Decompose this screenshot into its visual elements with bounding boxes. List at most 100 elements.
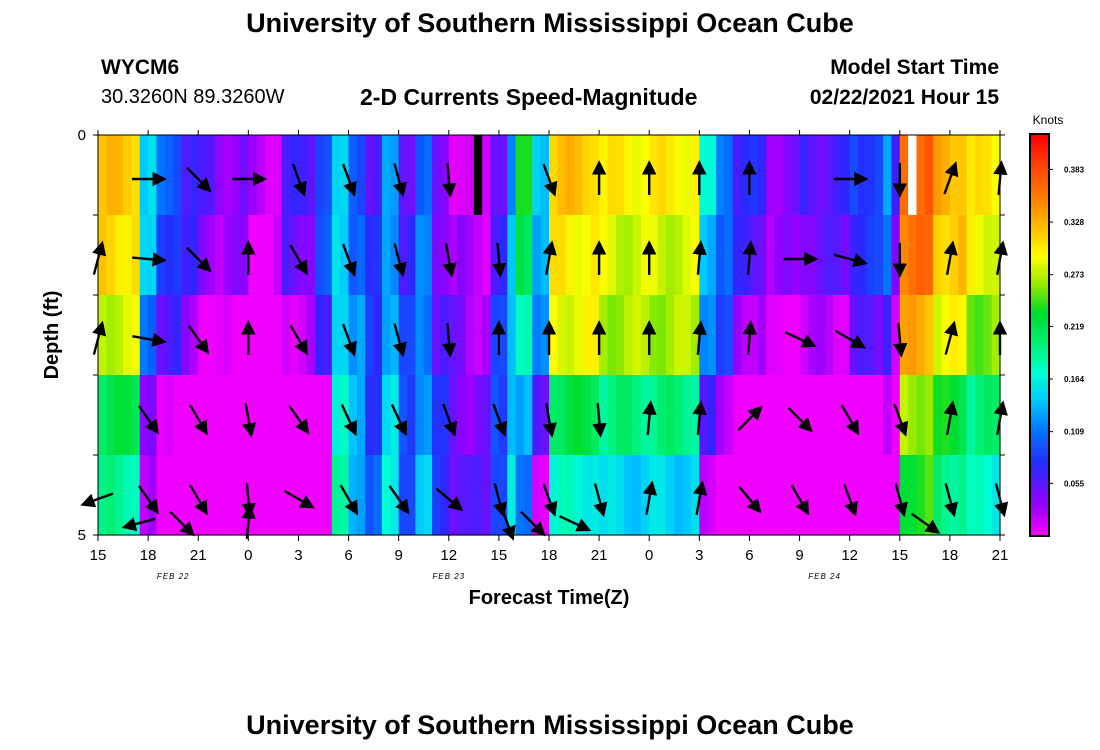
heatmap-cell <box>540 295 550 376</box>
colorbar-strip <box>1030 201 1049 205</box>
heatmap-cell <box>239 215 249 296</box>
heatmap-cell <box>924 455 934 536</box>
heatmap-cell <box>774 295 784 376</box>
current-vector <box>339 484 359 516</box>
heatmap-cell <box>824 295 834 376</box>
x-tick-label: 12 <box>440 547 457 564</box>
heatmap-cell <box>874 135 884 216</box>
heatmap-cell <box>682 295 692 376</box>
heatmap-cell <box>198 295 208 376</box>
heatmap-cell <box>198 455 208 536</box>
heatmap-cell <box>365 455 375 536</box>
heatmap-cell <box>540 135 550 216</box>
heatmap-cell <box>699 375 709 456</box>
heatmap-cell <box>223 135 233 216</box>
heatmap-cell <box>465 135 475 216</box>
current-vector <box>121 517 156 532</box>
heatmap-cell <box>807 455 817 536</box>
current-vector <box>943 161 959 195</box>
heatmap-cell <box>699 215 709 296</box>
heatmap-cell <box>106 135 116 216</box>
colorbar-tick-label: 0.273 <box>1064 271 1085 280</box>
colorbar-strip <box>1030 167 1049 172</box>
heatmap-cell <box>390 375 400 456</box>
heatmap-cell <box>883 455 893 536</box>
current-vector <box>742 320 757 356</box>
page-title: University of Southern Mississippi Ocean… <box>246 8 854 38</box>
heatmap-cell <box>615 215 625 296</box>
colorbar: 0.383 0.328 0.273 0.219 0.164 0.109 0.055 <box>1029 133 1085 537</box>
current-vector <box>787 406 813 433</box>
heatmap-cell <box>824 455 834 536</box>
heatmap-cell <box>206 295 216 376</box>
x-tick-label: 3 <box>294 547 302 564</box>
colorbar-strip <box>1030 395 1049 400</box>
heatmap-cell <box>816 375 826 456</box>
heatmap-cell <box>423 295 433 376</box>
heatmap-cell <box>958 215 968 296</box>
heatmap-cell <box>148 295 158 376</box>
colorbar-strip <box>1030 140 1049 145</box>
heatmap-cell <box>482 375 492 456</box>
colorbar-strip <box>1030 304 1049 309</box>
heatmap-cell <box>924 135 934 216</box>
current-vector <box>840 404 860 436</box>
heatmap-cell <box>858 295 867 376</box>
heatmap-cell <box>507 295 517 376</box>
heatmap-cell <box>390 215 400 296</box>
heatmap-cell <box>849 375 859 456</box>
heatmap-cell <box>298 295 308 376</box>
colorbar-strip <box>1030 492 1049 497</box>
heatmap-cell <box>699 135 709 216</box>
heatmap-cell <box>223 375 233 456</box>
colorbar-strip <box>1030 391 1049 396</box>
colorbar-strip <box>1030 217 1049 222</box>
colorbar-strip <box>1030 458 1049 463</box>
heatmap-cell <box>549 135 558 216</box>
heatmap-cell <box>933 295 943 376</box>
model-start-label: Model Start Time <box>830 56 999 79</box>
heatmap-cell <box>908 215 918 296</box>
heatmap-cell <box>148 375 158 456</box>
colorbar-strip <box>1030 482 1049 487</box>
heatmap-cell <box>457 295 467 376</box>
heatmap-cell <box>557 215 567 296</box>
heatmap-cell <box>331 215 341 296</box>
heatmap-cell <box>657 295 667 376</box>
heatmap-cell <box>966 295 976 376</box>
heatmap-cell <box>849 455 859 536</box>
heatmap-cell <box>974 455 984 536</box>
heatmap-cell <box>799 295 809 376</box>
heatmap-cell <box>774 135 784 216</box>
colorbar-strip <box>1030 187 1049 192</box>
heatmap-cell <box>306 215 316 296</box>
heatmap-cell <box>574 375 584 456</box>
heatmap-cell <box>816 295 826 376</box>
heatmap-cell <box>599 375 609 456</box>
heatmap-cell <box>340 375 350 456</box>
colorbar-strip <box>1030 231 1049 236</box>
colorbar-strip <box>1030 137 1049 142</box>
colorbar-strip <box>1030 502 1049 507</box>
heatmap-cell <box>407 455 416 536</box>
colorbar-strip <box>1030 512 1049 517</box>
heatmap-cell <box>749 295 759 376</box>
colorbar-strip <box>1030 144 1049 148</box>
colorbar-strip <box>1030 378 1049 383</box>
chart-title: 2-D Currents Speed-Magnitude <box>360 84 698 110</box>
colorbar-strip <box>1030 204 1049 209</box>
colorbar-strip <box>1030 515 1049 520</box>
heatmap-cell <box>983 295 993 376</box>
heatmap-cell <box>816 455 826 536</box>
colorbar-strip <box>1030 415 1049 420</box>
heatmap-cell <box>532 295 542 376</box>
colorbar-strip <box>1030 237 1049 242</box>
heatmap-cell <box>757 135 767 216</box>
heatmap-cell <box>791 295 801 376</box>
heatmap-cell <box>916 295 926 376</box>
heatmap-cell <box>899 375 909 456</box>
x-tick-label: 6 <box>344 547 352 564</box>
heatmap-cell <box>482 215 492 296</box>
heatmap-cell <box>490 375 500 456</box>
heatmap-cell <box>356 455 366 536</box>
